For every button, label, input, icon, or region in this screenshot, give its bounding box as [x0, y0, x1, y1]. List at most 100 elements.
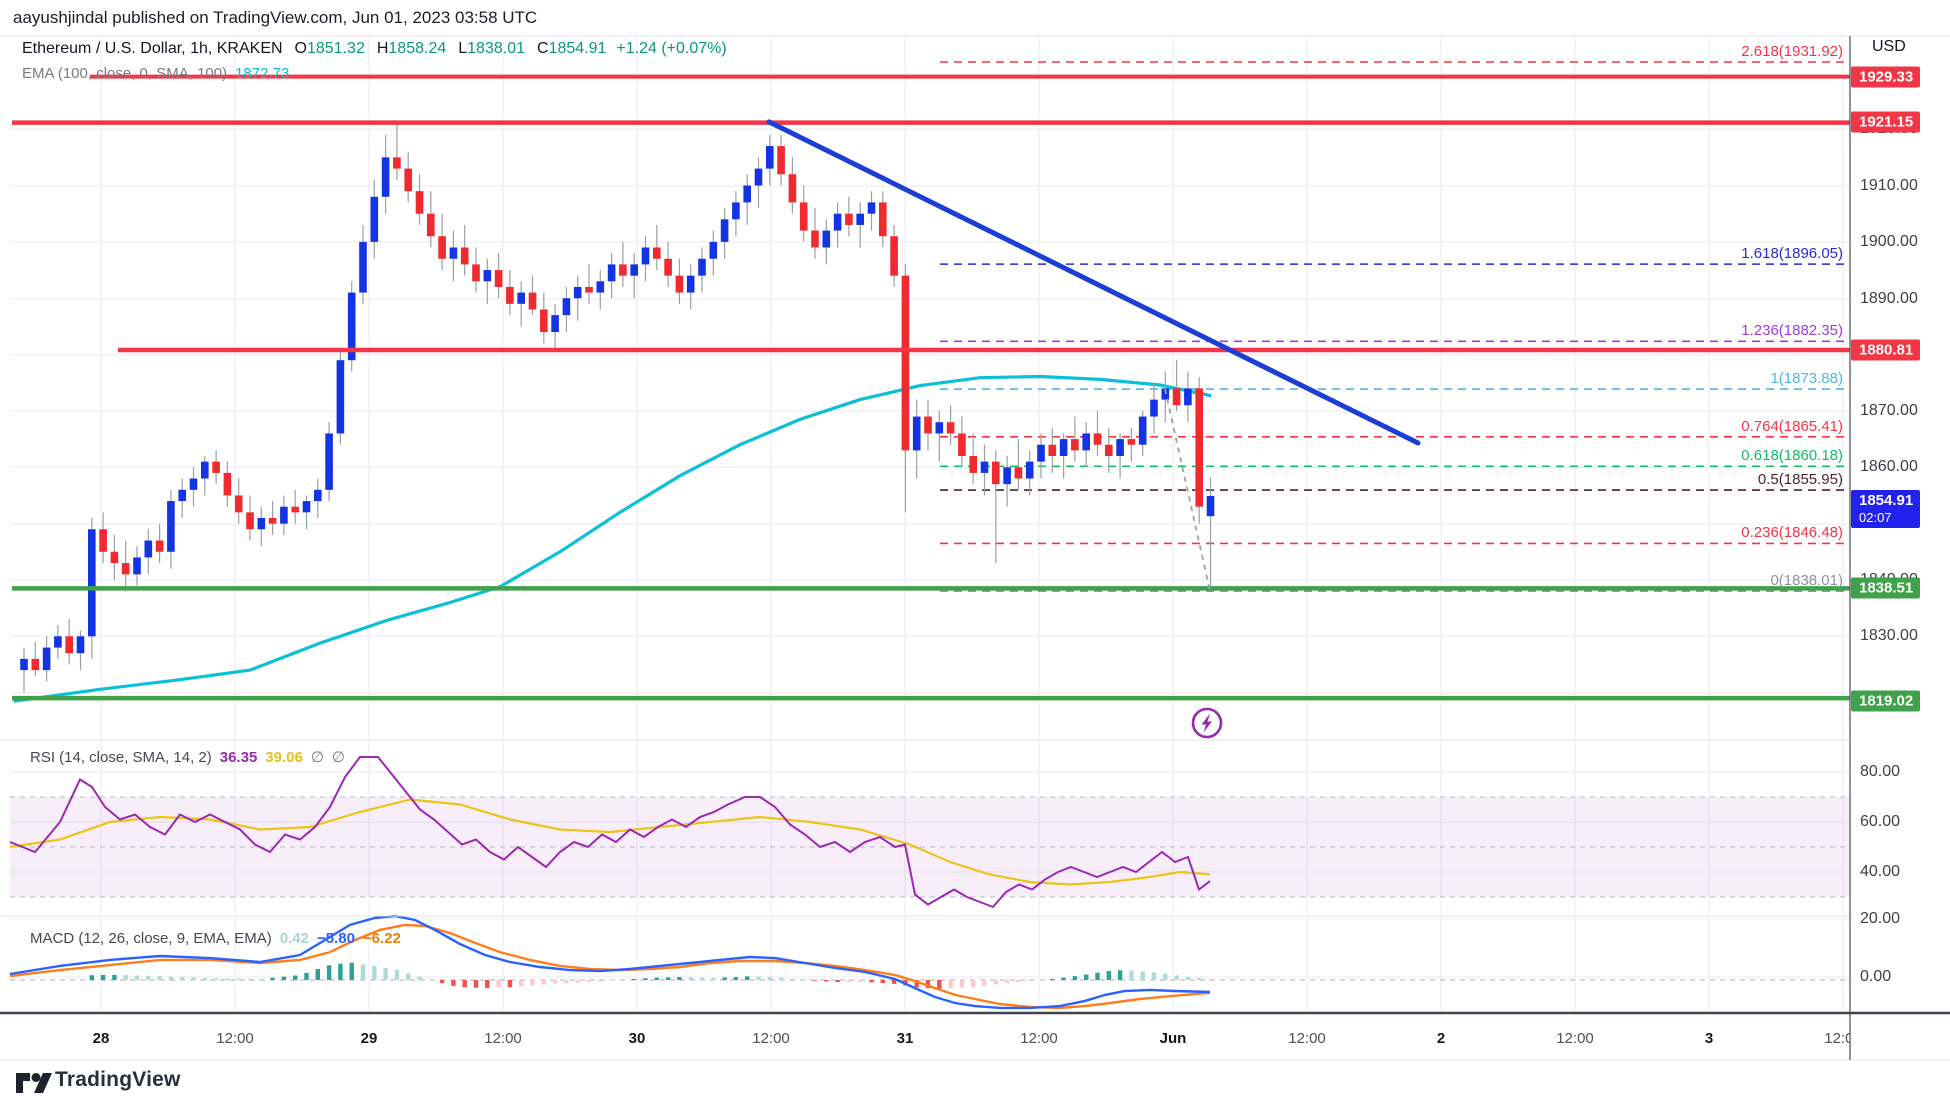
tradingview-brand-text[interactable]: TradingView — [55, 1068, 181, 1091]
candle — [619, 241, 627, 287]
macd-signal-line — [9, 923, 1211, 1010]
candle — [969, 433, 977, 485]
macd-signal-value: −6.22 — [362, 930, 401, 947]
time-axis-label: 30 — [628, 1030, 646, 1047]
candle — [879, 191, 887, 248]
symbol-legend-row[interactable]: Ethereum / U.S. Dollar, 1h, KRAKEN O1851.… — [22, 40, 727, 58]
time-axis-label: 28 — [92, 1030, 110, 1047]
time-axis-label: 12:00 — [216, 1030, 254, 1047]
ohlc-value: H1858.24 — [376, 40, 447, 57]
time-axis-label: 29 — [360, 1030, 378, 1047]
time-axis-label: 12:00 — [1556, 1030, 1594, 1047]
candle — [596, 270, 605, 310]
candle — [155, 523, 164, 564]
candle — [291, 489, 299, 524]
fib-level-label: 0(1838.01) — [1770, 572, 1843, 590]
ema-label: EMA (100, close, 0, SMA, 100) — [22, 65, 228, 82]
candle — [31, 641, 40, 676]
candle — [415, 174, 424, 225]
candle — [675, 258, 684, 304]
ema-legend-row[interactable]: EMA (100, close, 0, SMA, 100) 1872.73 — [22, 65, 289, 82]
candle — [788, 157, 797, 214]
candle — [822, 219, 831, 265]
fib-connector-line — [1164, 388, 1211, 592]
time-scale[interactable]: 28 12:00 29 12:00 30 12:00 31 12:00 Jun 12:00 2 12:… — [0, 1016, 1850, 1060]
candle — [607, 253, 616, 299]
candle — [845, 196, 853, 237]
candle — [404, 151, 412, 203]
candle — [935, 410, 944, 462]
candle — [427, 191, 435, 248]
price-badge: 1819.02 — [1851, 690, 1921, 712]
time-axis-label: 12:00 — [752, 1030, 790, 1047]
rsi-empty-value-2: ∅ — [331, 749, 345, 766]
candle — [257, 506, 266, 547]
rsi-legend-row[interactable]: RSI (14, close, SMA, 14, 2) 36.35 39.06 ∅ ∅ — [30, 748, 345, 766]
price-scale-tick: 80.00 — [1860, 763, 1901, 780]
candle — [167, 489, 175, 569]
candle — [720, 208, 729, 259]
rsi-empty-value-1: ∅ — [310, 749, 324, 766]
candle — [777, 134, 785, 186]
symbol-title: Ethereum / U.S. Dollar, 1h, KRAKEN — [22, 40, 283, 57]
price-scale-currency: USD — [1872, 38, 1906, 55]
downtrend-line[interactable] — [766, 119, 1421, 446]
candle — [1014, 439, 1023, 490]
candle — [1138, 410, 1147, 456]
badge-countdown: 02:07 — [1859, 510, 1892, 525]
lightning-icon[interactable] — [1191, 707, 1223, 739]
candle — [641, 236, 650, 282]
candle — [1025, 450, 1034, 496]
candle — [1071, 416, 1079, 462]
price-scale-tick: 1890.00 — [1860, 290, 1918, 307]
fib-level-label: 0.764(1865.41) — [1741, 417, 1843, 435]
tradingview-logo-icon[interactable] — [16, 1073, 52, 1093]
candle — [946, 405, 955, 445]
price-scale-tick: 20.00 — [1860, 910, 1901, 927]
candle — [325, 422, 333, 502]
candle — [144, 529, 153, 575]
candle — [1048, 427, 1057, 473]
candle — [924, 399, 932, 451]
price-scale-tick: 1900.00 — [1860, 233, 1918, 250]
price-scale-tick: 40.00 — [1860, 863, 1901, 880]
price-scale-tick: 0.00 — [1860, 968, 1892, 985]
candle — [42, 636, 51, 682]
candle — [449, 230, 458, 282]
time-axis-label: 12:00 — [484, 1030, 522, 1047]
candle — [359, 224, 367, 304]
candle — [992, 450, 1000, 564]
rsi-value: 36.35 — [219, 749, 258, 766]
time-axis-label: 2 — [1436, 1030, 1446, 1047]
candle — [1037, 433, 1045, 479]
candle — [246, 495, 254, 541]
price-scale-tick: 1860.00 — [1860, 458, 1918, 475]
candle — [370, 179, 379, 259]
macd-legend-row[interactable]: MACD (12, 26, close, 9, EMA, EMA) 0.42 −5.… — [30, 930, 401, 947]
price-scale-tick: 1830.00 — [1860, 627, 1918, 644]
candle — [1127, 427, 1136, 462]
candle — [268, 501, 277, 535]
candle — [314, 478, 322, 518]
candle — [178, 478, 186, 518]
candle — [1206, 477, 1215, 592]
fib-level-label: 0.236(1846.48) — [1741, 524, 1843, 542]
candle — [653, 224, 661, 271]
time-axis-label: 31 — [896, 1030, 914, 1047]
candle — [1172, 360, 1181, 411]
candle — [867, 191, 876, 231]
candle — [472, 247, 480, 293]
candle — [1116, 433, 1124, 479]
candles-layer — [20, 123, 1215, 693]
fib-level-label: 1.618(1896.05) — [1741, 245, 1843, 263]
candle — [1150, 382, 1158, 434]
candle — [1082, 422, 1090, 468]
price-badge: 1854.91 02:07 — [1851, 490, 1921, 528]
fib-level-label: 0.618(1860.18) — [1741, 447, 1843, 465]
fib-level-label: 0.5(1855.95) — [1757, 471, 1843, 489]
candle — [223, 461, 232, 507]
candle — [517, 281, 525, 327]
candle — [766, 134, 774, 186]
candle — [811, 208, 819, 259]
